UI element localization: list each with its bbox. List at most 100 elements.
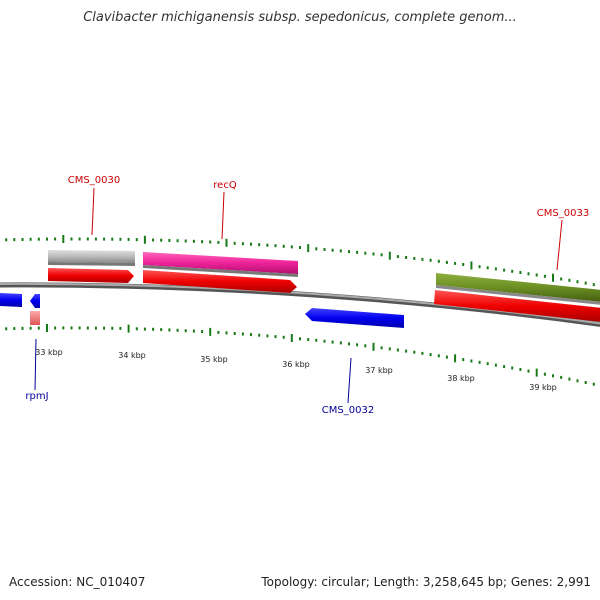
scale-minor-tick <box>421 257 424 261</box>
cds-arrow-cms-0033[interactable] <box>434 290 600 322</box>
scale-minor-tick <box>29 326 32 330</box>
outer-scale-dots <box>5 235 595 287</box>
label-line-recq <box>221 191 225 240</box>
ruler-label-39kbp: 39 kbp <box>529 383 557 392</box>
feature-gray-cms-0030-base <box>48 262 135 266</box>
accession-text: Accession: NC_010407 <box>9 575 146 589</box>
scale-major-tick <box>454 354 457 363</box>
feature-pink-recq-base <box>143 265 298 277</box>
scale-minor-tick <box>233 332 236 335</box>
scale-minor-tick <box>421 351 424 355</box>
scale-minor-tick <box>78 237 81 241</box>
scale-minor-tick <box>103 237 106 241</box>
scale-minor-tick <box>396 255 399 259</box>
scale-minor-tick <box>323 248 326 251</box>
scale-minor-tick <box>429 353 432 357</box>
scale-minor-tick <box>266 334 269 338</box>
scale-minor-tick <box>299 337 301 341</box>
scale-major-tick <box>388 251 391 260</box>
scale-minor-tick <box>13 327 16 331</box>
scale-minor-tick <box>511 366 514 370</box>
gene-label-recq[interactable]: recQ <box>213 180 237 191</box>
scale-minor-tick <box>241 332 244 336</box>
feature-olive-cms-0033[interactable] <box>436 273 600 302</box>
scale-minor-tick <box>258 243 261 247</box>
scale-minor-tick <box>519 271 522 274</box>
scale-minor-tick <box>5 238 8 242</box>
feature-gray-cms-0030[interactable] <box>48 250 135 263</box>
scale-minor-tick <box>176 239 179 243</box>
scale-minor-tick <box>380 253 383 257</box>
cds-arrow-recq[interactable] <box>143 270 297 293</box>
label-line-rpmj <box>34 338 37 391</box>
scale-minor-tick <box>592 382 595 386</box>
scale-major-tick <box>209 327 212 336</box>
scale-minor-tick <box>62 326 65 330</box>
scale-minor-tick <box>331 248 334 252</box>
scale-major-tick <box>62 235 65 243</box>
scale-minor-tick <box>470 359 473 363</box>
scale-minor-tick <box>372 252 375 256</box>
scale-minor-tick <box>250 242 252 246</box>
scale-minor-tick <box>535 273 538 277</box>
gene-label-cms-0033[interactable]: CMS_0033 <box>537 208 589 219</box>
scale-minor-tick <box>543 274 546 278</box>
cds-arrow-rpmj[interactable] <box>30 294 40 308</box>
scale-minor-tick <box>46 237 48 241</box>
cds-arrow-rpmj-left[interactable] <box>0 293 22 307</box>
inner-scale-dots <box>5 324 595 386</box>
scale-minor-tick <box>192 329 195 333</box>
scale-major-tick <box>307 244 310 253</box>
gene-label-cms-0032[interactable]: CMS_0032 <box>322 405 374 416</box>
scale-major-tick <box>127 324 130 333</box>
scale-minor-tick <box>478 265 481 269</box>
scale-minor-tick <box>127 237 130 241</box>
scale-minor-tick <box>201 330 204 333</box>
scale-minor-tick <box>519 368 522 371</box>
scale-minor-tick <box>152 327 155 331</box>
scale-minor-tick <box>364 251 367 255</box>
scale-minor-tick <box>396 348 399 352</box>
scale-minor-tick <box>543 372 546 376</box>
scale-minor-tick <box>54 326 57 330</box>
scale-minor-tick <box>356 250 359 254</box>
scale-minor-tick <box>560 375 563 379</box>
genome-backbone <box>0 282 600 327</box>
scale-minor-tick <box>323 339 326 343</box>
scale-minor-tick <box>119 237 122 241</box>
scale-major-tick <box>470 261 473 270</box>
scale-minor-tick <box>494 363 497 367</box>
scale-minor-tick <box>388 347 391 351</box>
scale-minor-tick <box>503 365 506 369</box>
scale-minor-tick <box>568 278 571 282</box>
scale-minor-tick <box>511 269 514 273</box>
cds-arrow-cms-0032[interactable] <box>305 308 404 328</box>
ruler-label-33kbp: 33 kbp <box>35 348 63 357</box>
gene-label-cms-0030[interactable]: CMS_0030 <box>68 175 120 186</box>
scale-minor-tick <box>282 335 285 339</box>
feature-lightred-rpmj[interactable] <box>30 311 40 325</box>
scale-minor-tick <box>437 259 440 263</box>
scale-minor-tick <box>568 377 571 381</box>
scale-minor-tick <box>576 379 579 383</box>
scale-minor-tick <box>94 326 97 330</box>
gene-label-rpmj[interactable]: rpmJ <box>25 391 48 402</box>
feature-pink-recq[interactable] <box>143 252 298 274</box>
scale-minor-tick <box>560 277 563 281</box>
scale-minor-tick <box>135 238 138 242</box>
scale-major-tick <box>552 273 554 282</box>
cds-arrow-cms-0030[interactable] <box>48 268 134 283</box>
scale-minor-tick <box>315 247 318 251</box>
scale-minor-tick <box>168 328 171 332</box>
scale-minor-tick <box>217 240 220 244</box>
scale-minor-tick <box>143 327 146 331</box>
scale-minor-tick <box>160 238 163 242</box>
scale-minor-tick <box>486 362 489 366</box>
label-line-cms-0033 <box>556 219 563 271</box>
scale-minor-tick <box>454 261 457 265</box>
scale-minor-tick <box>356 343 359 347</box>
scale-minor-tick <box>37 237 40 241</box>
scale-minor-tick <box>184 329 187 333</box>
scale-minor-tick <box>315 338 318 342</box>
